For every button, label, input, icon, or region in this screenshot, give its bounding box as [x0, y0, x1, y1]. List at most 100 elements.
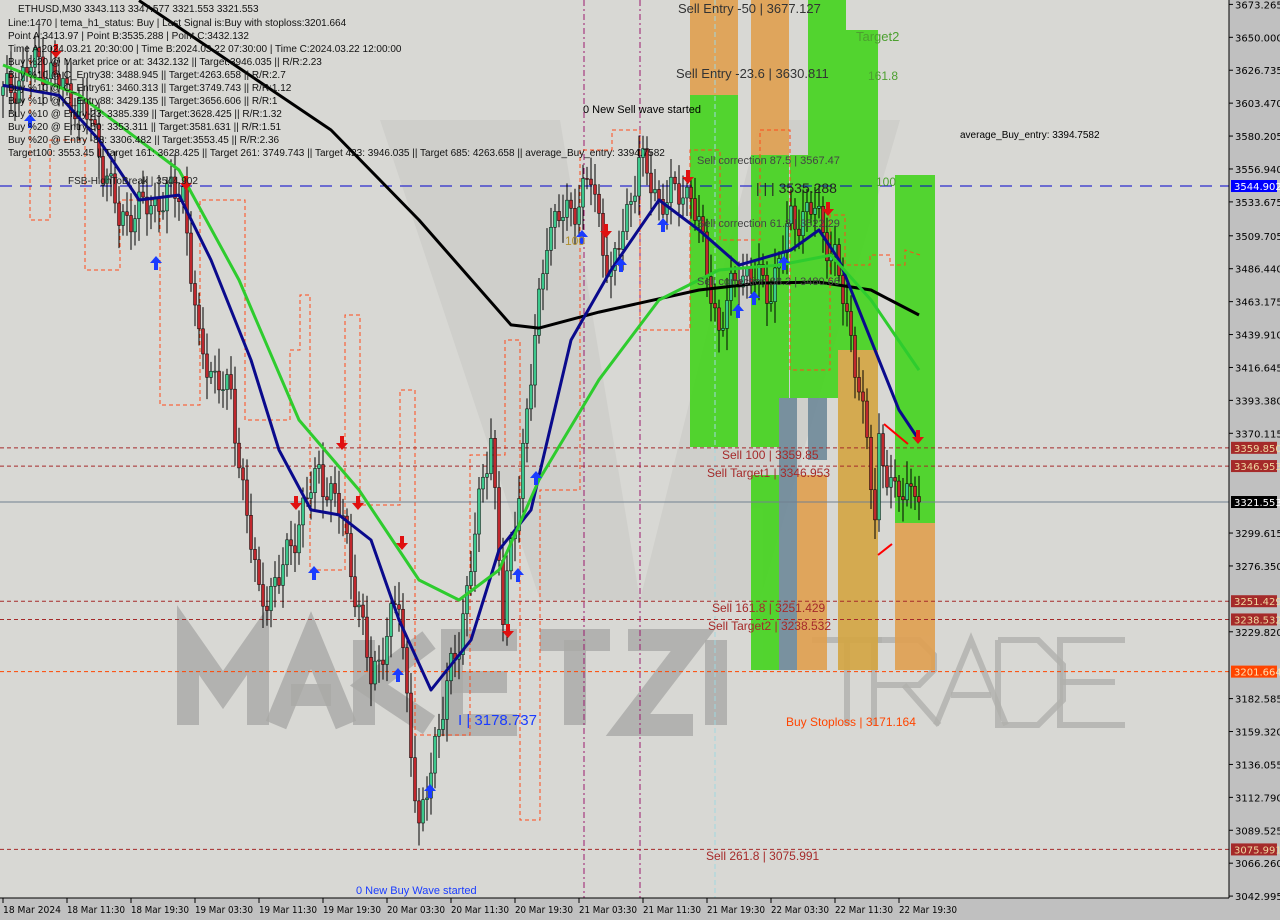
candle	[561, 217, 565, 221]
y-tick-label: 3486.440	[1235, 265, 1280, 276]
candle	[301, 497, 305, 526]
candle	[9, 73, 13, 93]
candle	[489, 438, 493, 474]
label-sell-100: Sell 100 | 3359.85	[722, 448, 819, 462]
candle	[65, 78, 69, 84]
candle	[349, 533, 353, 578]
candle	[597, 193, 601, 214]
info-line: Point A:3413.97 | Point B:3535.288 | Poi…	[8, 31, 249, 42]
x-tick-label: 22 Mar 11:30	[835, 905, 893, 916]
y-tick-label: 3533.675	[1235, 198, 1280, 209]
zone-green	[895, 175, 935, 523]
candle	[101, 156, 105, 184]
info-line: Buy %10 @ C_Entry38: 3488.945 || Target:…	[8, 70, 286, 81]
label-sell-target2: Sell Target2 | 3238.532	[708, 619, 831, 633]
candle	[793, 205, 797, 230]
buy-arrow-icon	[308, 566, 320, 580]
label-avg-buy-entry: average_Buy_entry: 3394.7582	[960, 130, 1100, 141]
ma_fast-line	[2, 63, 921, 602]
candle	[853, 335, 857, 378]
candle	[389, 603, 393, 637]
label-sell-entry-50: Sell Entry -50 | 3677.127	[678, 1, 821, 16]
y-tick-label: 3650.000	[1235, 33, 1280, 44]
y-tick-label: 3182.585	[1235, 695, 1280, 706]
candle	[669, 176, 673, 203]
candle	[113, 173, 117, 204]
moving-averages	[2, 0, 921, 692]
candle	[577, 206, 581, 225]
candle	[841, 275, 845, 304]
candle	[845, 303, 849, 312]
fractal-channel-line	[29, 60, 921, 821]
ma_mid-line	[2, 83, 921, 692]
candle	[617, 248, 621, 250]
candle	[497, 487, 501, 561]
y-tick-label: 3229.820	[1235, 628, 1280, 639]
candle	[685, 186, 689, 199]
info-line: Buy %10 @ Entry-23: 3385.339 || Target:3…	[8, 109, 282, 120]
candle	[469, 571, 473, 586]
candle	[545, 250, 549, 274]
price-level-tag	[1231, 496, 1277, 508]
candle	[897, 480, 901, 497]
watermark-letter	[177, 605, 269, 725]
sell-arrow-icon	[50, 44, 62, 58]
candle	[17, 80, 21, 104]
candle	[909, 483, 913, 487]
candle	[537, 288, 541, 336]
candle	[633, 195, 637, 202]
buy-arrow-icon	[424, 784, 436, 798]
candle	[1, 86, 5, 96]
candle	[769, 301, 773, 304]
label-sell-target1: Sell Target1 | 3346.953	[707, 466, 830, 480]
candle	[713, 303, 717, 309]
candle	[33, 47, 37, 68]
candle	[741, 275, 745, 288]
signal-arrows	[24, 44, 924, 798]
candle	[693, 198, 697, 221]
candle	[417, 800, 421, 824]
zone-orange	[895, 523, 935, 670]
zone-green	[808, 0, 846, 398]
candle	[381, 659, 385, 665]
candle	[225, 374, 229, 390]
candle	[801, 211, 805, 236]
price-level-tag	[1231, 595, 1277, 608]
price-level-tag-label: 3321.553	[1234, 498, 1280, 509]
y-tick-label: 3136.055	[1235, 760, 1280, 771]
symbol-line: ETHUSD,M30 3343.113 3347.577 3321.553 33…	[18, 4, 259, 15]
price-levels: 3544.902 3359.850 3346.953 3321.553 3251.429…	[0, 180, 1280, 856]
candle	[37, 47, 41, 58]
info-line: Buy %20 @ Market price or at: 3432.132 |…	[8, 57, 322, 68]
candle	[245, 479, 249, 516]
candle	[229, 374, 233, 390]
candle	[569, 199, 573, 209]
candle	[493, 438, 497, 488]
candle	[509, 538, 513, 572]
candle	[745, 267, 749, 277]
info-line: Buy %10 @ C_Entry88: 3429.135 || Target:…	[8, 96, 278, 107]
watermark-letter	[349, 631, 436, 735]
candle	[117, 202, 121, 226]
zone-olive	[838, 350, 878, 670]
sell-arrow-icon	[290, 496, 302, 510]
candle	[673, 176, 677, 184]
label-new-sell-wave: 0 New Sell wave started	[583, 104, 701, 116]
label-buy-stoploss: Buy Stoploss | 3171.164	[786, 715, 916, 729]
y-tick-label: 3370.115	[1235, 429, 1280, 440]
candle	[189, 232, 193, 284]
price-level-tag-label: 3544.902	[1234, 182, 1280, 193]
y-tick-label: 3416.645	[1235, 363, 1280, 374]
info-line: Buy %10 @ C_Entry61: 3460.313 || Target:…	[8, 83, 292, 94]
zone-orange	[751, 0, 789, 155]
buy-arrow-icon	[657, 218, 669, 232]
label-fib-100-left: 100	[565, 234, 586, 248]
candle	[905, 483, 909, 501]
buy-arrow-icon	[732, 304, 744, 318]
candle	[661, 199, 665, 215]
candle	[13, 92, 17, 104]
candle	[385, 636, 389, 665]
x-tick-label: 21 Mar 11:30	[643, 905, 701, 916]
candle	[869, 437, 873, 491]
